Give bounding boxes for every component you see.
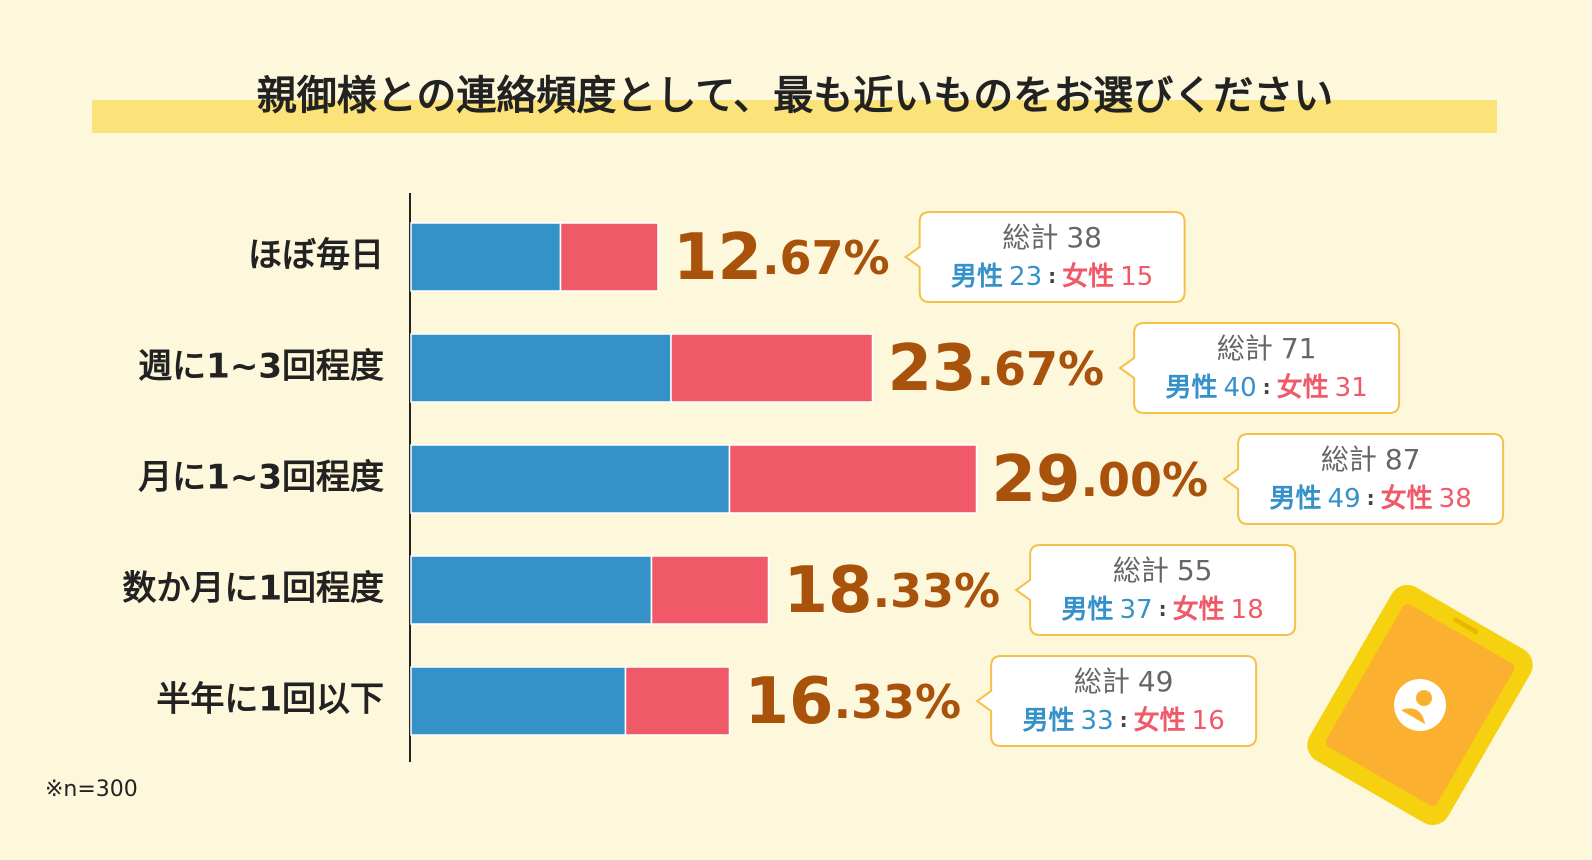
separator: : <box>1120 708 1128 732</box>
title-highlight <box>92 100 1497 133</box>
breakdown-line: 男性 23: 女性 15 <box>951 261 1153 292</box>
callout-box <box>1222 433 1505 525</box>
total-label: 総計 <box>1321 443 1377 476</box>
percent-integer: 23 <box>888 332 977 406</box>
breakdown-value: 33 <box>1081 706 1114 736</box>
breakdown-value: 15 <box>1120 262 1153 292</box>
bar-segment <box>410 333 672 403</box>
legend-name: 男性 <box>1270 484 1322 514</box>
breakdown-value: 49 <box>1328 484 1361 514</box>
category-label: 数か月に1回程度 <box>122 569 384 609</box>
separator: : <box>1263 375 1271 399</box>
percent-label: 23.67% <box>888 332 1105 406</box>
percent-label: 12.67% <box>673 221 890 295</box>
percent-label: 16.33% <box>745 665 962 739</box>
total-label: 総計 <box>1113 554 1169 587</box>
total-value: 87 <box>1385 443 1421 476</box>
percent-fraction: .67% <box>977 342 1105 396</box>
category-label: ほぼ毎日 <box>248 236 384 276</box>
breakdown-value: 16 <box>1192 706 1225 736</box>
callout-box <box>1014 544 1297 636</box>
callout-box <box>1118 322 1401 414</box>
percent-integer: 18 <box>784 554 873 628</box>
category-label: 半年に1回以下 <box>156 680 384 720</box>
breakdown-value: 40 <box>1224 373 1257 403</box>
separator: : <box>1367 486 1375 510</box>
callout-box <box>903 211 1186 303</box>
legend-name: 男性 <box>1166 373 1218 403</box>
breakdown-value: 18 <box>1231 595 1264 625</box>
total-label: 総計 <box>1002 221 1058 254</box>
legend-name: 女性 <box>1173 594 1225 625</box>
total-line: 総計 71 <box>1217 332 1317 365</box>
total-value: 49 <box>1138 665 1174 698</box>
breakdown-line: 男性 40: 女性 31 <box>1166 372 1368 403</box>
total-line: 総計 87 <box>1321 443 1421 476</box>
bar-segment <box>728 444 978 514</box>
legend-name: 女性 <box>1277 372 1329 403</box>
legend-name: 女性 <box>1381 483 1433 514</box>
legend-name: 男性 <box>1023 706 1075 736</box>
breakdown-value: 37 <box>1120 595 1153 625</box>
percent-fraction: .00% <box>1081 453 1209 507</box>
percent-label: 18.33% <box>784 554 1001 628</box>
note: ※n=300 <box>45 777 138 802</box>
separator: : <box>1048 264 1056 288</box>
legend-name: 男性 <box>951 262 1003 292</box>
breakdown-line: 男性 33: 女性 16 <box>1023 705 1225 736</box>
legend-name: 女性 <box>1062 261 1114 292</box>
bar-segment <box>410 444 731 514</box>
icon-head <box>1416 690 1432 707</box>
bar-segment <box>410 222 562 292</box>
chart-title: 親御様との連絡頻度として、最も近いものをお選びください <box>257 73 1333 119</box>
percent-fraction: .67% <box>762 231 890 285</box>
breakdown-value: 23 <box>1009 262 1042 292</box>
breakdown-line: 男性 37: 女性 18 <box>1062 594 1264 625</box>
legend-name: 男性 <box>1062 595 1114 625</box>
callout-box <box>975 655 1258 747</box>
bar-segment <box>410 555 653 625</box>
bar-segment <box>650 555 770 625</box>
percent-integer: 16 <box>745 665 834 739</box>
bar-segment <box>559 222 659 292</box>
bar-segment <box>670 333 874 403</box>
total-label: 総計 <box>1217 332 1273 365</box>
total-value: 55 <box>1177 554 1213 587</box>
total-line: 総計 38 <box>1002 221 1102 254</box>
percent-fraction: .33% <box>873 564 1001 618</box>
category-label: 週に1~3回程度 <box>138 347 384 387</box>
breakdown-value: 38 <box>1439 484 1472 514</box>
total-value: 71 <box>1281 332 1317 365</box>
percent-label: 29.00% <box>992 443 1209 517</box>
percent-integer: 12 <box>673 221 762 295</box>
breakdown-line: 男性 49: 女性 38 <box>1270 483 1472 514</box>
phone-illustration <box>1307 584 1533 826</box>
total-value: 38 <box>1066 221 1102 254</box>
total-line: 総計 55 <box>1113 554 1213 587</box>
breakdown-value: 31 <box>1335 373 1368 403</box>
percent-integer: 29 <box>992 443 1081 517</box>
legend-name: 女性 <box>1134 705 1186 736</box>
phone-speaker <box>1453 617 1479 635</box>
category-label: 月に1~3回程度 <box>138 458 384 498</box>
bar-segment <box>410 666 627 736</box>
total-line: 総計 49 <box>1074 665 1174 698</box>
total-label: 総計 <box>1074 665 1130 698</box>
separator: : <box>1159 597 1167 621</box>
percent-fraction: .33% <box>834 675 962 729</box>
icon-body <box>1400 708 1426 725</box>
bar-segment <box>624 666 731 736</box>
